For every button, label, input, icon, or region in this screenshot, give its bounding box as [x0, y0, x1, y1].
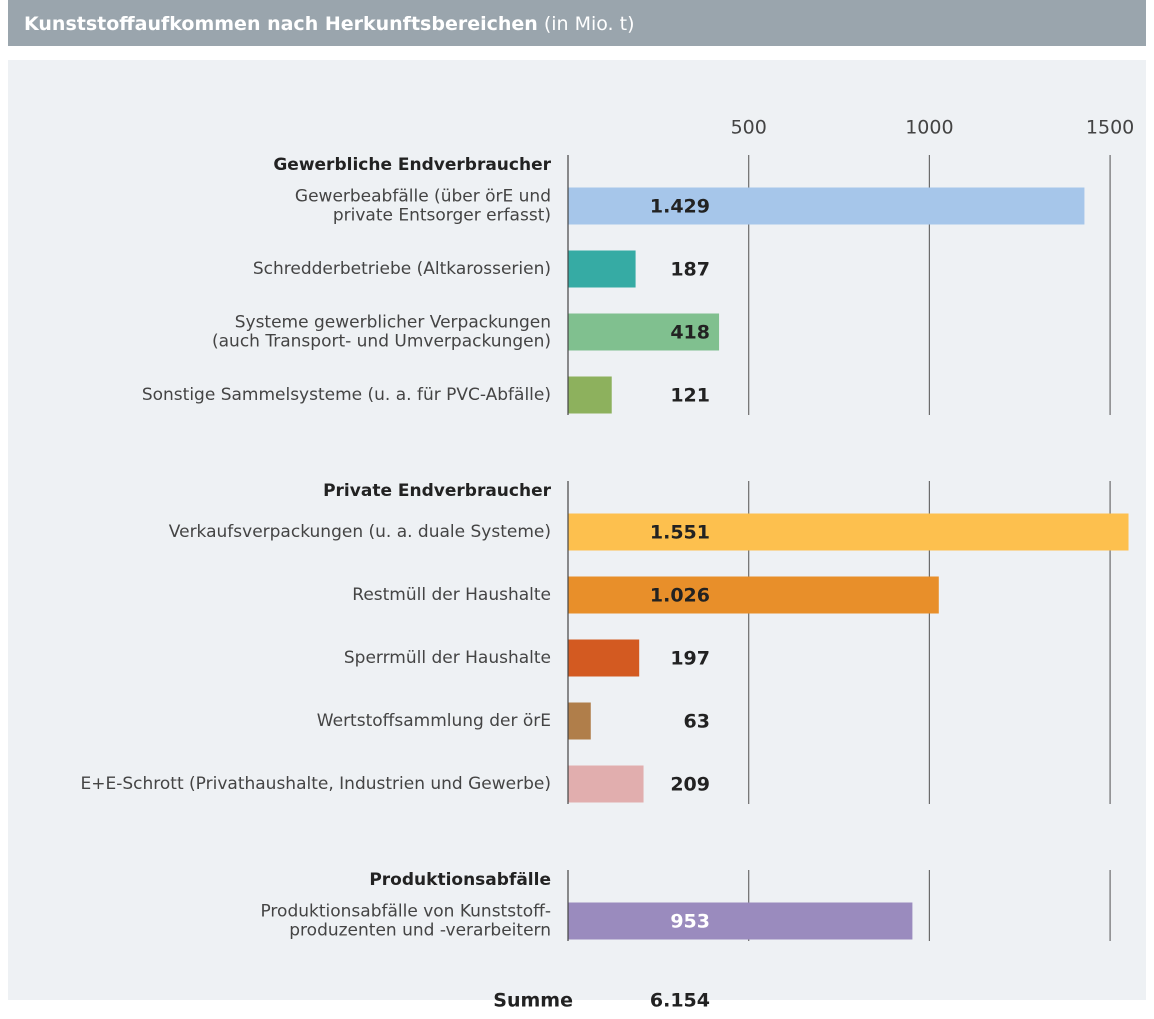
- category-label: Gewerbeabfälle (über örE und private Ents…: [295, 187, 551, 226]
- chart-title-group: Kunststoffaufkommen nach Herkunftsbereic…: [24, 13, 635, 35]
- category-label: Verkaufsverpackungen (u. a. duale System…: [169, 522, 551, 542]
- x-tick-label: 1500: [1086, 117, 1134, 139]
- bar: [568, 376, 612, 414]
- category-label: Sonstige Sammelsysteme (u. a. für PVC-Ab…: [142, 385, 551, 405]
- bar: [568, 576, 939, 614]
- bar: [568, 513, 1129, 551]
- category-label: Sperrmüll der Haushalte: [344, 648, 551, 668]
- header-bar: [8, 0, 1146, 46]
- value-label: 63: [684, 711, 710, 733]
- category-label: Restmüll der Haushalte: [352, 585, 551, 605]
- value-label: 121: [670, 385, 710, 407]
- value-label: 187: [670, 259, 710, 281]
- category-label: E+E-Schrott (Privathaushalte, Industrien…: [81, 774, 551, 794]
- bar: [568, 639, 640, 677]
- group-label: Private Endverbraucher: [323, 481, 552, 501]
- bar: [568, 187, 1085, 225]
- value-label: 1.429: [650, 196, 710, 218]
- value-label: 1.026: [650, 585, 710, 607]
- category-label: Schredderbetriebe (Altkarosserien): [253, 259, 551, 279]
- group-label: Produktionsabfälle: [369, 870, 551, 890]
- chart-subtitle: (in Mio. t): [544, 13, 635, 35]
- x-tick-label: 500: [731, 117, 767, 139]
- total-value: 6.154: [650, 990, 710, 1012]
- bar: [568, 765, 644, 803]
- category-label: Systeme gewerblicher Verpackungen (auch T…: [212, 313, 551, 352]
- value-label: 953: [670, 911, 710, 933]
- x-tick-label: 1000: [905, 117, 953, 139]
- value-label: 197: [670, 648, 710, 670]
- value-label: 1.551: [650, 522, 710, 544]
- bar: [568, 313, 720, 351]
- bar: [568, 702, 591, 740]
- total-label: Summe: [493, 990, 573, 1012]
- value-label: 418: [670, 322, 710, 344]
- value-label: 209: [670, 774, 710, 796]
- category-label: Wertstoffsammlung der örE: [317, 711, 551, 731]
- group-label: Gewerbliche Endverbraucher: [273, 155, 551, 175]
- category-label: Produktionsabfälle von Kunststoff-produz…: [260, 902, 551, 941]
- bar: [568, 902, 913, 940]
- chart-title: Kunststoffaufkommen nach Herkunftsbereic…: [24, 13, 538, 35]
- bar: [568, 250, 636, 288]
